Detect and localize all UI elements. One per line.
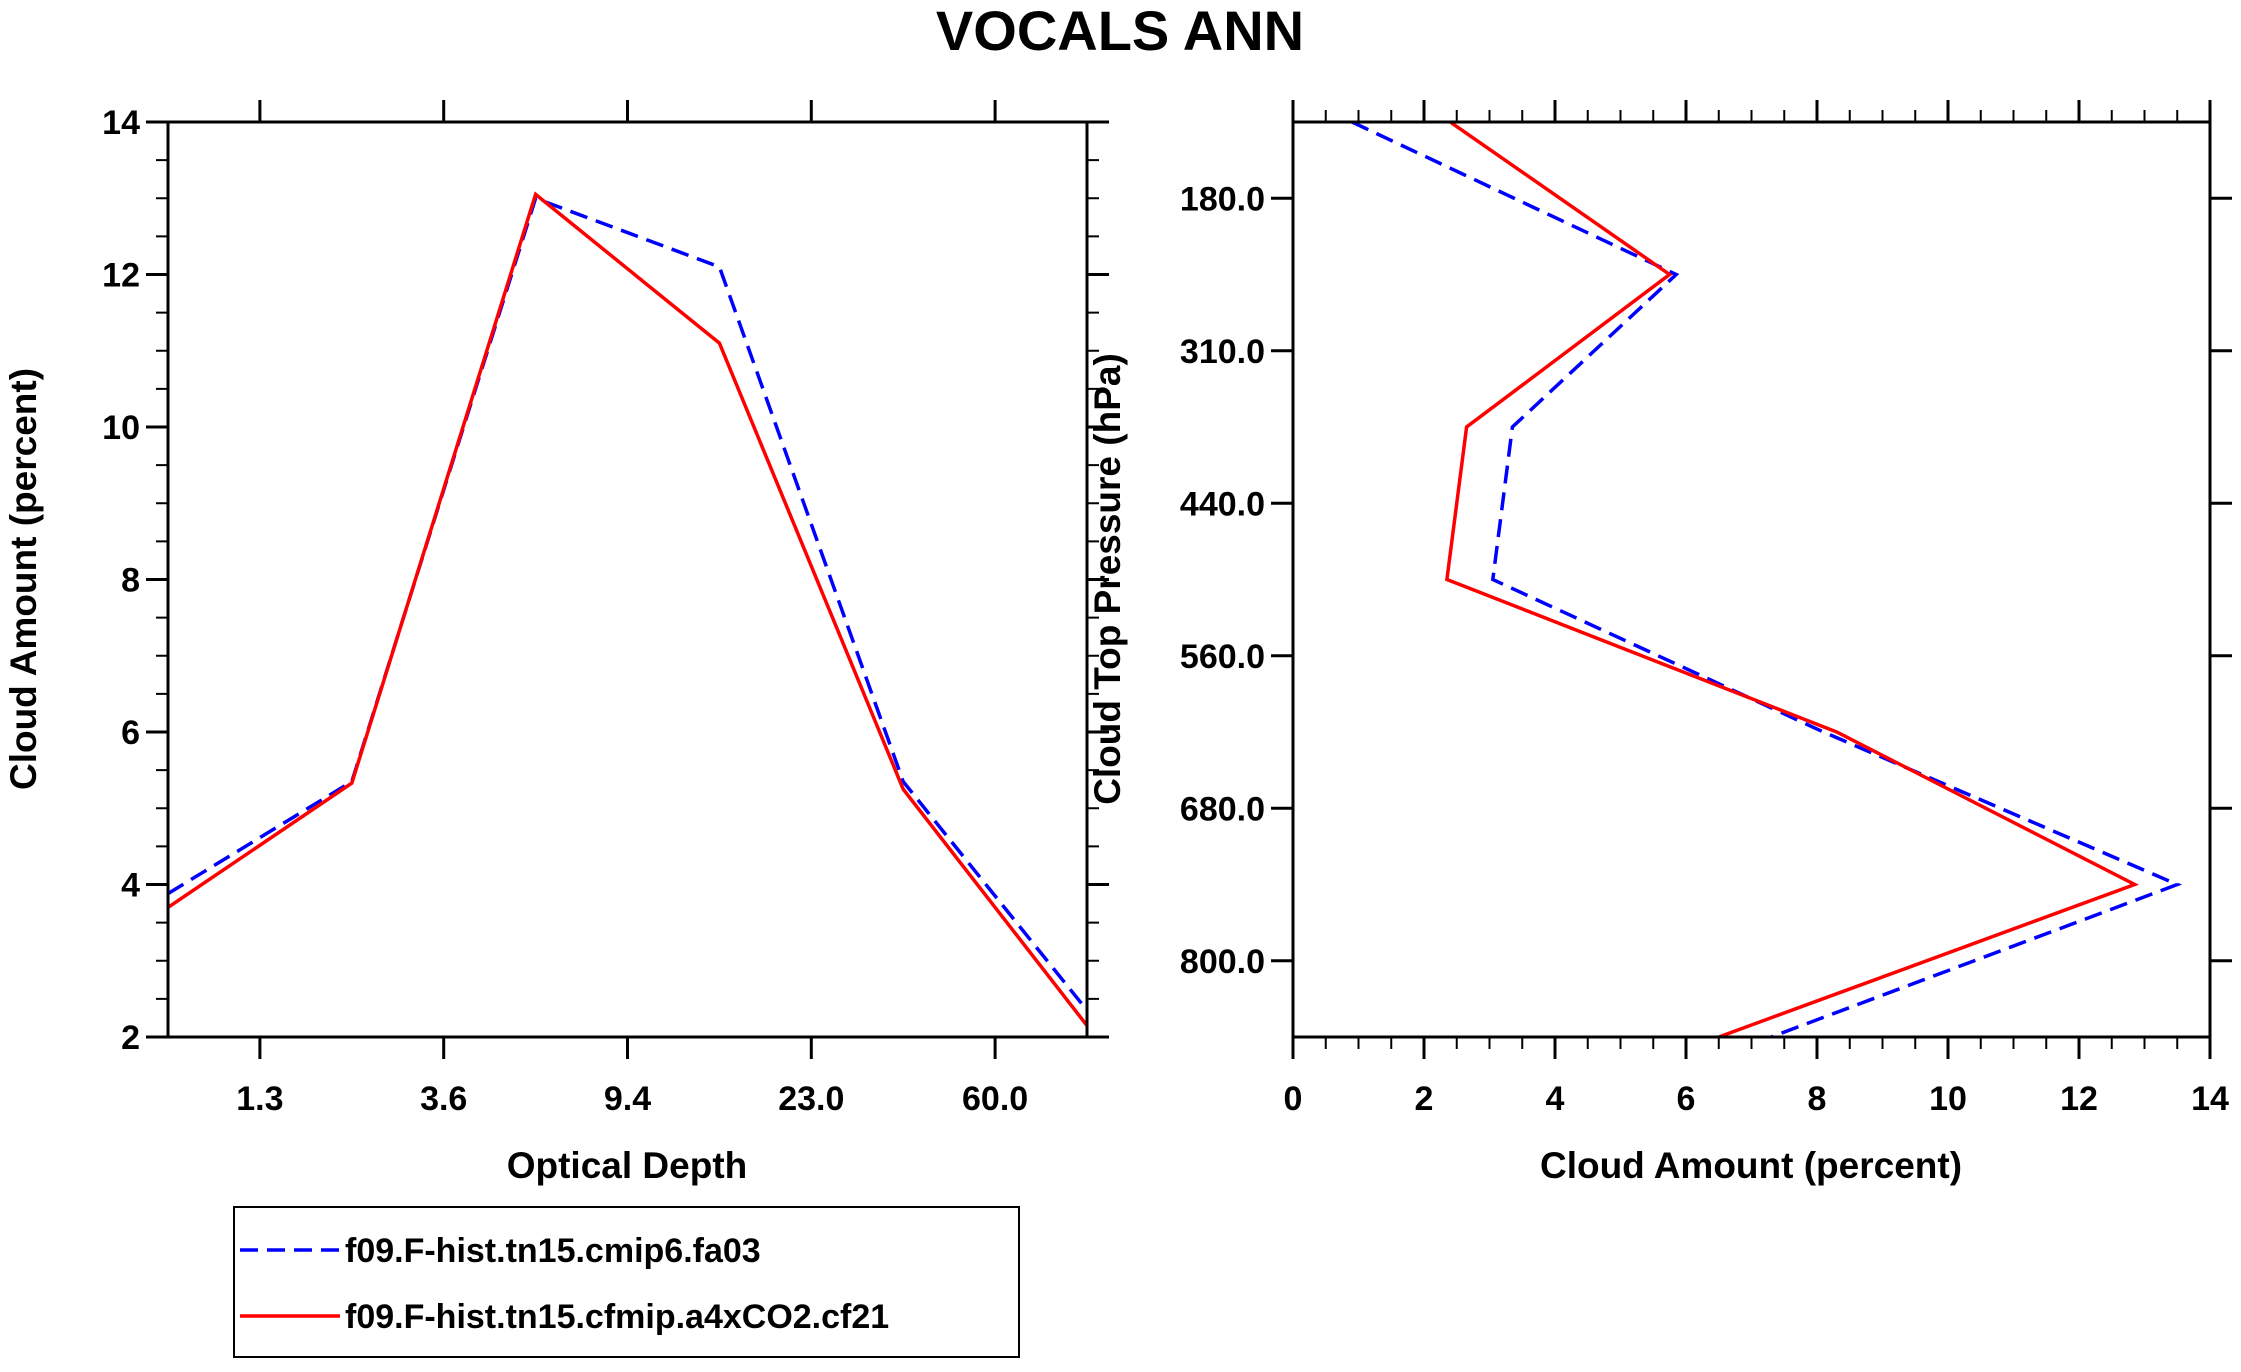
left-x-tick-label: 9.4 [604, 1080, 651, 1118]
right-plot: 0 2 4 6 8 10 12 14 180.0 310.0 440.0 560.0 680.0 800.… [1087, 100, 2232, 1186]
left-y-tick-label: 6 [121, 714, 140, 752]
right-y-axis-label: Cloud Top Pressure (hPa) [1087, 353, 1128, 805]
left-y-tick-label: 2 [121, 1019, 140, 1057]
left-x-tick-label: 60.0 [962, 1080, 1028, 1118]
right-plot-frame [1291, 120, 2212, 1039]
left-x-axis-label: Optical Depth [507, 1145, 748, 1186]
left-series-line-cmip6 [167, 196, 1089, 1012]
right-y-tick-label: 440.0 [1180, 485, 1265, 523]
right-y-tick-label: 800.0 [1180, 943, 1265, 981]
right-x-axis-label: Cloud Amount (percent) [1540, 1145, 1962, 1186]
right-series-line-a4xco2 [1444, 120, 2140, 1039]
legend-label-a4xco2: f09.F-hist.tn15.cfmip.a4xCO2.cf21 [345, 1298, 889, 1336]
left-y-axis-label: Cloud Amount (percent) [3, 368, 44, 790]
right-x-tick-label: 6 [1677, 1080, 1696, 1118]
right-x-tick-label: 14 [2191, 1080, 2229, 1118]
left-plot-frame [166, 120, 1089, 1039]
left-y-tick-label: 8 [121, 562, 140, 600]
right-y-tick-label: 310.0 [1180, 333, 1265, 371]
right-y-tick-label: 560.0 [1180, 638, 1265, 676]
legend: f09.F-hist.tn15.cmip6.fa03 f09.F-hist.tn… [233, 1206, 1020, 1358]
left-y-tick-label: 14 [102, 104, 140, 142]
right-x-tick-label: 4 [1546, 1080, 1565, 1118]
left-x-tick-label: 3.6 [420, 1080, 467, 1118]
legend-label-cmip6: f09.F-hist.tn15.cmip6.fa03 [345, 1232, 761, 1270]
right-x-tick-label: 0 [1284, 1080, 1303, 1118]
right-y-tick-label: 680.0 [1180, 790, 1265, 828]
right-x-tick-label: 10 [1929, 1080, 1967, 1118]
legend-box [233, 1206, 1020, 1358]
chart-title: VOCALS ANN [936, 0, 1304, 62]
right-x-tick-label: 2 [1415, 1080, 1434, 1118]
left-y-tick-label: 12 [102, 257, 140, 295]
left-x-tick-label: 23.0 [778, 1080, 844, 1118]
right-x-tick-label: 8 [1808, 1080, 1827, 1118]
right-x-tick-label: 12 [2060, 1080, 2098, 1118]
left-y-tick-label: 10 [102, 409, 140, 447]
left-plot: 2 4 6 8 10 12 14 1.3 3.6 9.4 23.0 60.0 Optical Dept… [3, 100, 1109, 1186]
left-x-tick-label: 1.3 [236, 1080, 283, 1118]
right-y-tick-label: 180.0 [1180, 180, 1265, 218]
left-series-line-a4xco2 [167, 191, 1089, 1027]
right-series-line-cmip6 [1351, 120, 2182, 1039]
left-y-tick-label: 4 [121, 867, 140, 905]
